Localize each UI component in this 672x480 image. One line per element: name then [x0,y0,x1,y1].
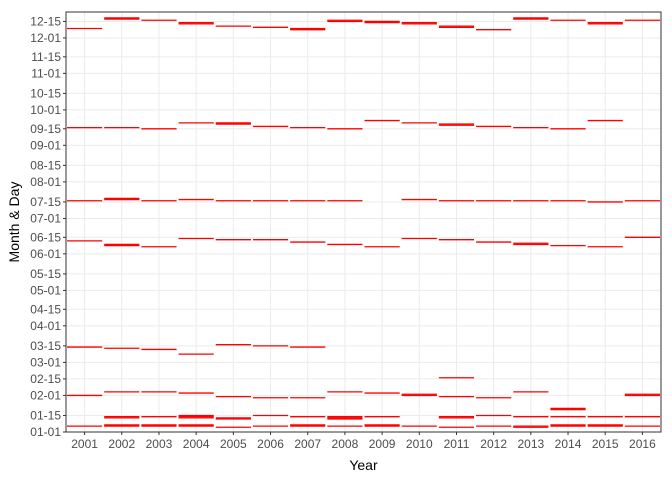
y-tick-label: 04-15 [30,302,61,316]
x-tick-label: 2003 [146,437,173,451]
y-tick-label: 08-01 [30,175,61,189]
y-tick-label: 02-01 [30,388,61,402]
y-tick-label: 03-15 [30,339,61,353]
y-tick-label: 07-15 [30,195,61,209]
y-tick-label: 12-15 [30,14,61,28]
x-tick-label: 2001 [71,437,98,451]
y-tick-label: 09-15 [30,122,61,136]
y-axis-title: Month & Day [6,182,22,263]
x-tick-label: 2004 [183,437,210,451]
y-tick-label: 02-15 [30,372,61,386]
x-tick-label: 2012 [480,437,507,451]
x-tick-label: 2008 [332,437,359,451]
y-tick-label: 05-15 [30,267,61,281]
y-tick-label: 08-15 [30,158,61,172]
y-tick-label: 09-01 [30,138,61,152]
x-tick-label: 2006 [257,437,284,451]
y-tick-label: 12-01 [30,31,61,45]
y-tick-label: 11-15 [31,50,61,64]
y-tick-label: 07-01 [30,211,61,225]
y-tick-label: 10-01 [30,103,61,117]
x-axis-ticks: 2001 2002 2003 2004 2005 2006 2007 2008 2009 2010… [71,432,656,451]
grid-lines [66,12,661,433]
plot-panel-background [66,12,661,432]
y-tick-label: 01-15 [30,408,61,422]
y-tick-label: 03-01 [30,355,61,369]
x-tick-label: 2010 [406,437,433,451]
x-tick-label: 2005 [220,437,247,451]
x-tick-label: 2016 [629,437,656,451]
x-axis-title: Year [349,457,378,473]
y-tick-label: 06-01 [30,247,61,261]
y-tick-label: 11-01 [31,66,61,80]
y-axis-ticks: 01-01 01-15 02-01 02-15 03-01 03-15 04-01 04-15… [30,14,66,439]
x-tick-label: 2007 [294,437,321,451]
y-tick-label: 06-15 [30,230,61,244]
event-segments [67,17,660,428]
y-tick-label: 01-01 [30,425,61,439]
x-tick-label: 2011 [444,437,470,451]
y-tick-label: 10-15 [30,86,61,100]
y-tick-label: 04-01 [30,319,61,333]
x-tick-label: 2002 [108,437,135,451]
y-tick-label: 05-01 [30,283,61,297]
x-tick-label: 2009 [369,437,396,451]
plot-panel-border [65,11,662,433]
x-tick-label: 2015 [592,437,619,451]
x-tick-label: 2014 [555,437,582,451]
x-tick-label: 2013 [517,437,544,451]
